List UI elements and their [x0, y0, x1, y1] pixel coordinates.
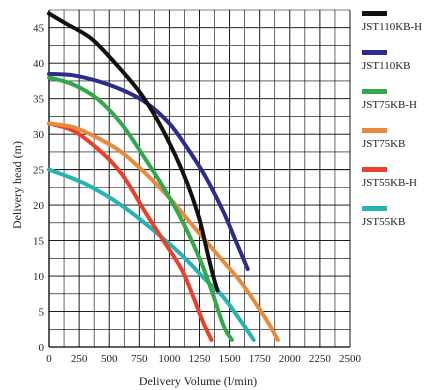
- legend: JST110KB-H JST110KB JST75KB-H JST75KB JST55K…: [362, 11, 422, 228]
- x-tick-label: 2000: [279, 353, 302, 365]
- series-line-jst75kb: [47, 121, 280, 342]
- grid: [48, 9, 351, 348]
- legend-label: JST75KB: [362, 138, 405, 150]
- legend-label: JST55KB: [362, 216, 405, 228]
- x-tick-label: 2500: [339, 353, 362, 365]
- legend-swatch: [362, 206, 387, 211]
- series-line-jst75kb-h: [47, 75, 234, 342]
- y-tick-label: 45: [33, 23, 45, 35]
- series-line-jst55kb: [47, 167, 256, 342]
- y-tick-label: 0: [39, 342, 45, 354]
- y-axis-title: Delivery head (m): [10, 141, 24, 229]
- legend-swatch: [362, 167, 387, 172]
- y-tick-label: 20: [33, 200, 45, 212]
- x-axis-title: Delivery Volume (l/min): [139, 374, 257, 388]
- x-tick-label: 1250: [189, 353, 212, 365]
- x-tick-label: 1000: [158, 353, 181, 365]
- legend-label: JST75KB-H: [362, 99, 417, 111]
- legend-swatch: [362, 11, 387, 16]
- series-line-jst110kb-h: [47, 11, 220, 293]
- x-tick-label: 750: [131, 353, 148, 365]
- y-tick-label: 35: [33, 94, 45, 106]
- x-tick-label: 1500: [219, 353, 242, 365]
- x-tick-label: 0: [46, 353, 52, 365]
- x-tick-label: 500: [101, 353, 118, 365]
- series-line-jst110kb: [47, 71, 250, 271]
- series-lines: [47, 11, 280, 342]
- y-tick-label: 30: [33, 129, 45, 141]
- x-tick-label: 2250: [309, 353, 332, 365]
- y-tick-label: 10: [33, 271, 45, 283]
- legend-label: JST110KB-H: [362, 21, 422, 33]
- x-tick-label: 1750: [249, 353, 272, 365]
- legend-swatch: [362, 50, 387, 55]
- series-line-jst55kb-h: [47, 121, 214, 342]
- y-tick-label: 15: [33, 236, 45, 248]
- y-tick-label: 25: [33, 165, 45, 177]
- legend-swatch: [362, 128, 387, 133]
- y-tick-label: 5: [39, 307, 45, 319]
- legend-label: JST55KB-H: [362, 177, 417, 189]
- y-tick-label: 40: [33, 58, 45, 70]
- legend-label: JST110KB: [362, 60, 411, 72]
- x-tick-label: 250: [71, 353, 88, 365]
- legend-swatch: [362, 89, 387, 94]
- tick-labels: 0 250 500 750 1000 1250 1500 1750 2000 2250 2500 0 5…: [33, 23, 362, 365]
